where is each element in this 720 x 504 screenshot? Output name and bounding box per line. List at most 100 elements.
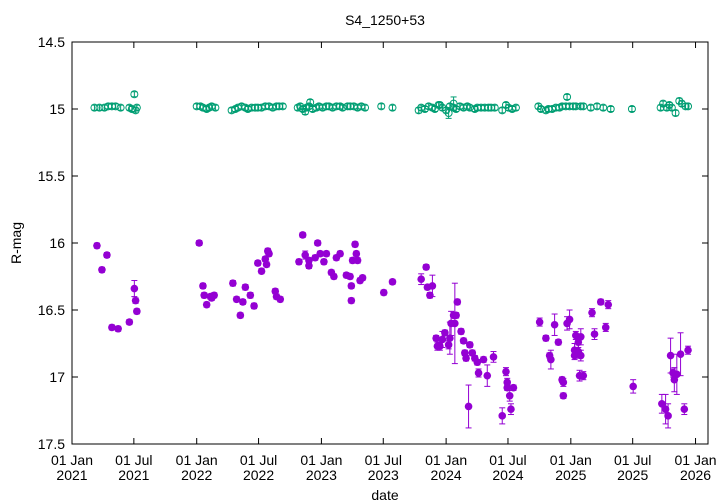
data-point — [251, 103, 260, 112]
data-point — [229, 279, 237, 288]
data-point — [489, 353, 498, 361]
data-point — [114, 324, 122, 333]
data-point — [474, 369, 483, 377]
data-point — [680, 405, 689, 413]
data-point — [559, 391, 568, 400]
x-tick-label-date: 01 Jul — [489, 452, 526, 468]
series-target — [93, 231, 692, 429]
data-point — [352, 249, 361, 258]
y-tick-label: 16 — [49, 235, 65, 251]
data-point — [347, 296, 356, 305]
data-point — [298, 231, 307, 239]
data-point — [596, 298, 605, 306]
data-point — [599, 103, 608, 112]
data-point — [250, 302, 258, 310]
data-point — [199, 282, 207, 290]
data-point — [388, 103, 397, 112]
x-tick-label-date: 01 Jan — [425, 452, 467, 468]
y-tick-label: 17.5 — [38, 436, 65, 452]
x-tick-label-year: 2025 — [555, 467, 586, 483]
data-point — [313, 239, 322, 247]
y-tick-label: 14.5 — [38, 34, 65, 50]
data-point — [90, 103, 99, 112]
data-point — [542, 334, 550, 342]
data-point — [507, 405, 515, 413]
data-point — [656, 103, 665, 112]
data-point — [446, 334, 454, 342]
data-point — [343, 102, 352, 111]
data-point — [457, 327, 465, 336]
data-point — [125, 318, 134, 326]
data-point — [254, 259, 262, 267]
data-point — [301, 251, 310, 259]
x-tick-label-date: 01 Jan — [300, 452, 342, 468]
plot-frame — [71, 41, 709, 445]
x-tick-label-date: 01 Jan — [51, 452, 93, 468]
data-point — [511, 103, 520, 112]
chart-title: S4_1250+53 — [345, 12, 425, 28]
x-tick-label-year: 2021 — [118, 467, 149, 483]
data-point — [202, 300, 211, 309]
data-point — [664, 412, 672, 420]
data-point — [554, 338, 563, 346]
data-point — [295, 257, 303, 266]
data-point — [436, 342, 444, 350]
data-point — [473, 358, 482, 367]
data-point — [432, 334, 440, 342]
data-point — [330, 272, 338, 281]
data-point — [210, 291, 218, 300]
data-point — [503, 383, 512, 392]
data-point — [547, 355, 555, 364]
data-point — [426, 291, 434, 300]
data-point — [276, 295, 285, 304]
x-tick-label-date: 01 Jan — [550, 452, 592, 468]
data-point — [676, 350, 685, 359]
data-point — [483, 371, 492, 380]
x-tick-label-year: 2022 — [243, 467, 274, 483]
data-point — [195, 239, 203, 247]
data-point — [593, 102, 602, 111]
data-point — [306, 98, 315, 107]
data-point — [200, 291, 208, 300]
x-tick-label-date: 01 Jul — [614, 452, 651, 468]
data-point — [667, 103, 676, 112]
data-point — [576, 102, 585, 111]
data-point — [579, 371, 588, 380]
data-point — [658, 400, 666, 408]
data-point — [479, 355, 488, 364]
x-tick-label-date: 01 Jul — [365, 452, 402, 468]
data-point — [681, 102, 690, 111]
data-point — [346, 272, 354, 281]
data-point — [95, 103, 104, 112]
data-point — [464, 402, 473, 411]
data-point — [133, 307, 141, 316]
data-point — [452, 311, 460, 320]
data-point — [353, 256, 362, 265]
data-point — [579, 102, 588, 111]
x-tick-label-date: 01 Jul — [240, 452, 277, 468]
data-point — [505, 391, 514, 400]
data-point — [684, 346, 692, 355]
data-point — [673, 370, 681, 379]
data-point — [241, 283, 250, 292]
data-points — [90, 90, 693, 429]
y-tick-label: 15.5 — [38, 168, 65, 184]
data-point — [559, 378, 568, 387]
data-point — [451, 319, 459, 328]
data-point — [627, 105, 636, 113]
y-tick-label: 17 — [49, 369, 65, 385]
data-point — [358, 274, 367, 282]
x-tick-label-year: 2024 — [431, 467, 462, 483]
data-point — [265, 249, 273, 258]
data-point — [565, 315, 574, 324]
data-point — [246, 291, 255, 300]
data-point — [236, 311, 245, 320]
data-point — [305, 261, 313, 270]
y-axis-label: R-mag — [8, 222, 24, 264]
x-tick-label-year: 2021 — [56, 467, 87, 483]
x-tick-label-year: 2022 — [181, 467, 212, 483]
data-point — [629, 382, 637, 391]
data-point — [361, 103, 370, 112]
data-point — [459, 337, 468, 345]
